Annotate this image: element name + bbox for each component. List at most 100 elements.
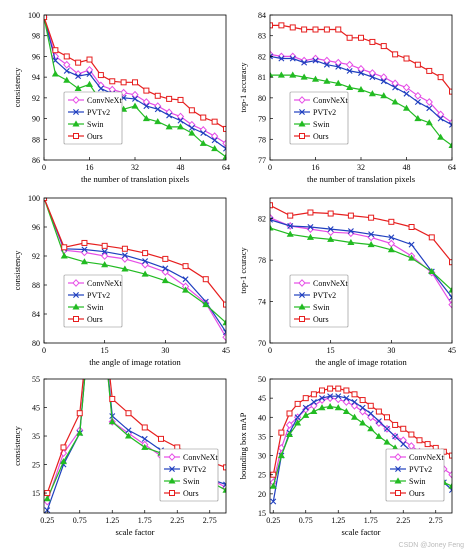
legend-marker	[299, 133, 305, 139]
data-point	[408, 431, 415, 438]
data-point	[311, 75, 320, 82]
data-point	[424, 441, 431, 448]
legend-label-swin: Swin	[313, 303, 329, 312]
y-tick-label: 82	[258, 52, 266, 61]
chart-panel-6: 15 20 25 30 35 40 45 50 0.25 0.75 1.25 1.75 2.25 2.75…	[238, 375, 453, 537]
x-tick-label: 1.75	[138, 516, 152, 525]
data-point	[425, 98, 433, 106]
legend-marker	[298, 120, 306, 127]
series-line-swin	[270, 227, 452, 291]
series-line-swin	[44, 198, 226, 324]
legend-label-swin: Swin	[87, 120, 103, 129]
legend-label-swin: Swin	[313, 120, 329, 129]
data-point	[97, 72, 104, 79]
data-point	[165, 123, 173, 130]
data-point	[162, 255, 169, 262]
x-tick-label: 0.75	[299, 516, 313, 525]
data-point	[51, 70, 59, 77]
legend-label-pvtv2: PVTv2	[183, 465, 206, 474]
data-point	[400, 441, 407, 448]
legend-label-convnext: ConvNeXt	[87, 96, 122, 105]
x-axis-label: the angle of image rotation	[89, 357, 181, 367]
legend: ConvNeXt PVTv2 Swin Ours	[289, 91, 348, 145]
y-tick-label: 77	[258, 156, 266, 165]
legend-label-pvtv2: PVTv2	[313, 108, 336, 117]
data-point	[177, 117, 184, 124]
data-point	[334, 404, 342, 411]
legend-label-pvtv2: PVTv2	[87, 108, 110, 117]
data-point	[85, 65, 94, 74]
data-point	[125, 410, 132, 417]
data-point	[414, 91, 422, 100]
legend-label-ours: Ours	[409, 489, 425, 498]
data-point	[319, 395, 325, 402]
data-point	[319, 387, 325, 394]
y-tick-label: 84	[258, 11, 266, 20]
data-point	[182, 276, 189, 283]
data-point	[289, 71, 297, 78]
data-point	[223, 464, 226, 471]
data-point	[277, 52, 286, 61]
data-point	[359, 397, 366, 404]
data-point	[277, 71, 285, 78]
y-tick-label: 92	[32, 252, 40, 261]
data-point	[132, 95, 138, 102]
data-point	[391, 98, 399, 105]
data-point	[388, 234, 395, 241]
legend-label-swin: Swin	[409, 477, 425, 486]
legend-label-ours: Ours	[87, 315, 103, 324]
legend-label-convnext: ConvNeXt	[313, 279, 348, 288]
data-point	[270, 202, 273, 209]
data-point	[425, 119, 433, 126]
data-point	[223, 329, 226, 336]
data-point	[392, 433, 399, 440]
legend-box	[159, 448, 219, 502]
legend-label-convnext: ConvNeXt	[183, 453, 218, 462]
x-tick-label: 0.75	[73, 516, 87, 525]
data-point	[448, 470, 452, 479]
y-axis-label: consistency	[12, 250, 22, 290]
legend-box	[289, 274, 349, 328]
legend: ConvNeXt PVTv2 Swin Ours	[385, 448, 444, 502]
data-point	[306, 233, 314, 240]
data-point	[448, 141, 452, 148]
series-line-ours	[270, 204, 452, 263]
y-tick-label: 50	[258, 375, 266, 384]
data-point	[270, 216, 273, 223]
data-point	[414, 61, 421, 68]
data-point	[351, 391, 358, 398]
y-tick-label: 84	[32, 310, 40, 319]
data-point	[285, 421, 294, 429]
plot-frame	[43, 197, 227, 344]
data-point	[223, 301, 226, 308]
legend-marker	[169, 466, 175, 472]
data-point	[287, 212, 294, 219]
x-tick-label: 64	[222, 163, 230, 172]
data-point	[59, 458, 68, 465]
y-tick-label: 35	[258, 432, 266, 441]
data-point	[403, 90, 410, 97]
legend-marker	[73, 109, 79, 115]
data-point	[143, 103, 150, 110]
x-axis-label: the number of translation pixels	[81, 174, 189, 184]
y-tick-label: 82	[258, 215, 266, 224]
x-tick-label: 48	[403, 163, 411, 172]
data-point	[60, 252, 68, 259]
data-point	[285, 430, 294, 438]
data-point	[74, 84, 82, 92]
data-point	[402, 83, 411, 92]
data-point	[368, 90, 376, 97]
data-point	[312, 26, 319, 33]
y-tick-label: 92	[32, 94, 40, 103]
data-point	[384, 425, 390, 432]
data-point	[270, 498, 277, 505]
data-point	[278, 429, 285, 436]
data-point	[437, 133, 445, 140]
plot-frame	[43, 378, 227, 514]
data-point	[359, 419, 367, 426]
data-point	[141, 270, 149, 277]
data-point	[407, 442, 416, 450]
data-point	[400, 425, 407, 432]
data-point	[75, 59, 82, 66]
data-point	[414, 99, 421, 105]
